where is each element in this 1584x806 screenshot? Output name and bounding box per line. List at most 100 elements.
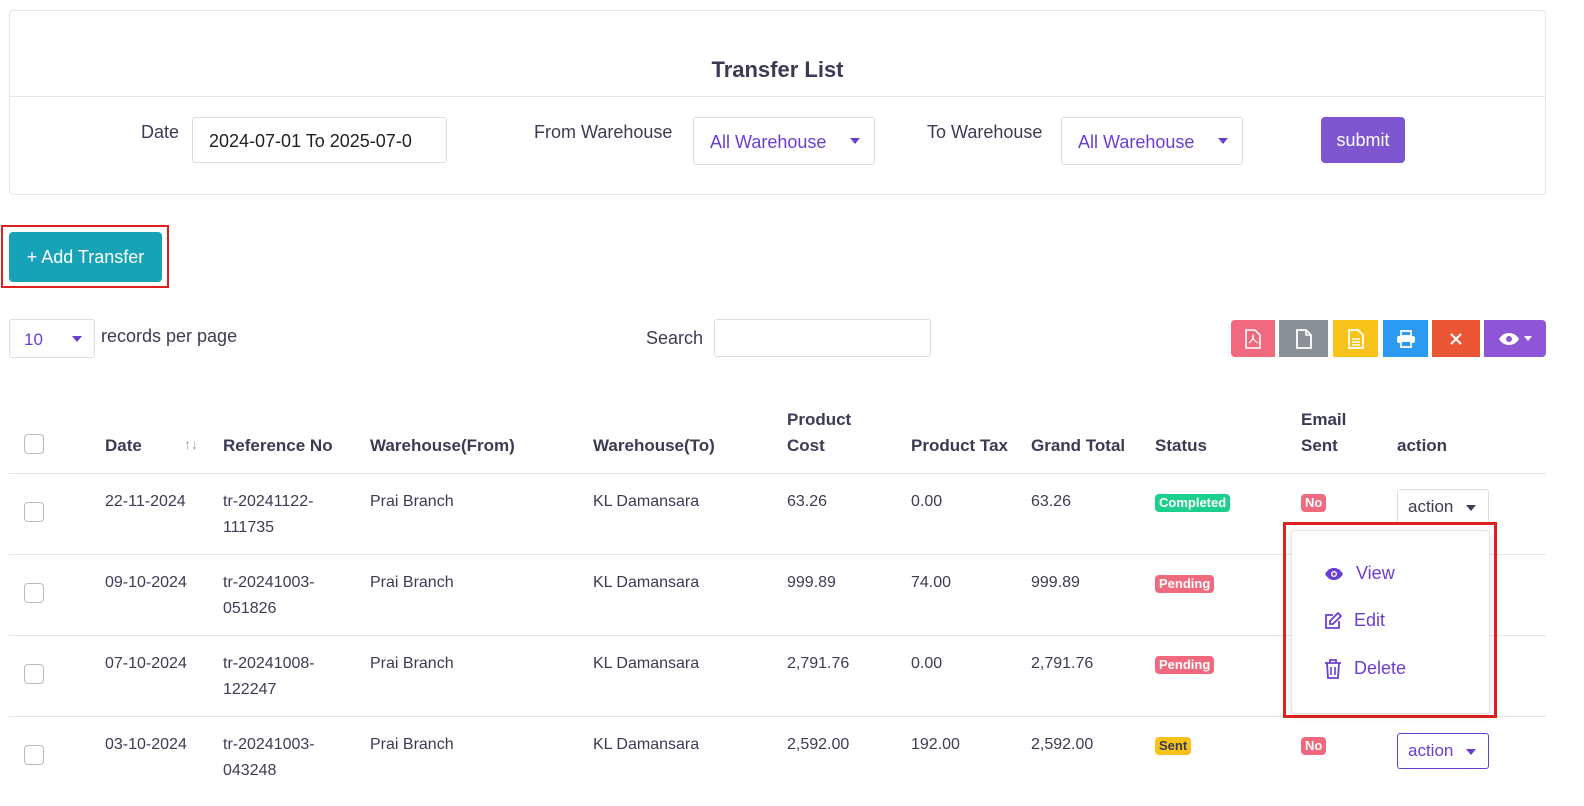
- trash-icon: [1325, 658, 1341, 679]
- row-reference: tr-20241003- 043248: [223, 732, 315, 784]
- row-grand-total: 2,592.00: [1031, 736, 1094, 753]
- row-product-tax: 192.00: [911, 736, 960, 753]
- table-row: 03-10-2024 tr-20241003- 043248 Prai Bran…: [0, 717, 1584, 806]
- header-action: action: [1397, 436, 1448, 455]
- edit-icon: [1325, 611, 1342, 629]
- add-transfer-button[interactable]: + Add Transfer: [9, 232, 162, 282]
- excel-icon: [1347, 328, 1364, 349]
- row-warehouse-to: KL Damansara: [593, 655, 700, 672]
- row-warehouse-from: Prai Branch: [370, 655, 454, 672]
- row-grand-total: 2,791.76: [1031, 655, 1094, 672]
- row-reference: tr-20241122- 111735: [223, 489, 313, 541]
- action-dropdown-button[interactable]: action: [1397, 733, 1489, 769]
- action-dropdown-label: action: [1408, 741, 1454, 760]
- header-product-cost[interactable]: Product Cost: [787, 407, 851, 459]
- menu-item-edit-label: Edit: [1354, 610, 1386, 630]
- header-date[interactable]: Date: [105, 436, 142, 455]
- row-checkbox[interactable]: [24, 583, 44, 603]
- status-badge: Completed: [1155, 494, 1231, 512]
- status-badge: Pending: [1155, 656, 1215, 674]
- from-warehouse-label: From Warehouse: [534, 122, 673, 142]
- row-divider: [9, 635, 1546, 636]
- header-product-cost-line2: Cost: [787, 436, 825, 455]
- delete-selected-button[interactable]: [1432, 320, 1480, 357]
- status-badge: Pending: [1155, 575, 1215, 593]
- header-warehouse-from[interactable]: Warehouse(From): [370, 436, 515, 455]
- search-input[interactable]: [714, 319, 931, 357]
- menu-item-delete[interactable]: Delete: [1324, 658, 1406, 679]
- delete-icon: [1450, 332, 1462, 345]
- header-email-sent[interactable]: Email Sent: [1301, 407, 1346, 459]
- records-per-page-select[interactable]: 10: [9, 319, 95, 358]
- email-sent-badge: No: [1301, 494, 1327, 512]
- to-warehouse-value: All Warehouse: [1078, 132, 1195, 152]
- row-date: 03-10-2024: [105, 736, 187, 753]
- row-product-cost: 2,791.76: [787, 655, 850, 672]
- table-row: 22-11-2024 tr-20241122- 111735 Prai Bran…: [0, 474, 1584, 554]
- add-transfer-highlight: [1, 225, 169, 288]
- from-warehouse-select[interactable]: All Warehouse: [693, 117, 875, 165]
- date-label: Date: [141, 122, 180, 142]
- row-checkbox[interactable]: [24, 664, 44, 684]
- chevron-down-icon: [1524, 336, 1532, 341]
- select-all-checkbox[interactable]: [24, 434, 44, 454]
- header-status[interactable]: Status: [1155, 436, 1207, 455]
- eye-icon: [1325, 567, 1343, 580]
- row-date: 22-11-2024: [105, 493, 186, 510]
- row-divider: [9, 716, 1546, 717]
- row-date: 07-10-2024: [105, 655, 187, 672]
- export-pdf-button[interactable]: [1231, 320, 1275, 357]
- row-reference-line2: 043248: [223, 762, 277, 779]
- export-csv-button[interactable]: [1279, 320, 1328, 357]
- row-reference-line1: tr-20241008-: [223, 655, 315, 672]
- email-sent-badge: No: [1301, 737, 1327, 755]
- header-email-sent-line1: Email: [1301, 410, 1347, 429]
- row-date: 09-10-2024: [105, 574, 187, 591]
- row-checkbox[interactable]: [24, 502, 44, 522]
- row-reference-line1: tr-20241003-: [223, 736, 315, 753]
- submit-button[interactable]: submit: [1321, 117, 1405, 163]
- chevron-down-icon: [1218, 138, 1228, 144]
- date-range-input[interactable]: 2024-07-01 To 2025-07-0: [192, 117, 447, 163]
- to-warehouse-select[interactable]: All Warehouse: [1061, 117, 1243, 165]
- header-product-tax[interactable]: Product Tax: [911, 436, 1008, 455]
- print-icon: [1396, 329, 1415, 348]
- column-visibility-button[interactable]: [1484, 320, 1546, 357]
- row-product-tax: 74.00: [911, 574, 952, 591]
- export-excel-button[interactable]: [1333, 320, 1378, 357]
- chevron-down-icon: [850, 138, 860, 144]
- header-product-cost-line1: Product: [787, 410, 852, 429]
- header-warehouse-to[interactable]: Warehouse(To): [593, 436, 715, 455]
- row-product-cost: 2,592.00: [787, 736, 850, 753]
- from-warehouse-value: All Warehouse: [710, 132, 827, 152]
- action-dropdown-button[interactable]: action: [1397, 489, 1489, 525]
- row-reference: tr-20241008- 122247: [223, 651, 315, 703]
- print-button[interactable]: [1383, 320, 1428, 357]
- csv-icon: [1295, 328, 1312, 349]
- menu-item-view[interactable]: View: [1324, 563, 1395, 584]
- filter-panel: Transfer List: [9, 10, 1546, 195]
- status-badge: Sent: [1155, 737, 1192, 755]
- row-checkbox[interactable]: [24, 745, 44, 765]
- action-menu-highlight: [1283, 522, 1497, 718]
- table-row: 09-10-2024 tr-20241003- 051826 Prai Bran…: [0, 555, 1584, 635]
- action-dropdown-label: action: [1408, 497, 1454, 516]
- row-divider: [9, 554, 1546, 555]
- header-reference[interactable]: Reference No: [223, 436, 333, 455]
- row-product-tax: 0.00: [911, 655, 943, 672]
- menu-item-delete-label: Delete: [1354, 658, 1407, 678]
- row-grand-total: 63.26: [1031, 493, 1072, 510]
- to-warehouse-label: To Warehouse: [927, 122, 1043, 142]
- header-grand-total[interactable]: Grand Total: [1031, 436, 1126, 455]
- table-row: 07-10-2024 tr-20241008- 122247 Prai Bran…: [0, 636, 1584, 716]
- menu-item-edit[interactable]: Edit: [1324, 610, 1385, 631]
- pdf-icon: [1245, 328, 1261, 349]
- records-per-page-label: records per page: [101, 326, 238, 346]
- menu-item-view-label: View: [1356, 563, 1395, 583]
- row-warehouse-to: KL Damansara: [593, 736, 700, 753]
- row-reference: tr-20241003- 051826: [223, 570, 315, 622]
- sort-icon[interactable]: ↑↓: [184, 436, 198, 452]
- chevron-down-icon: [1466, 505, 1476, 511]
- panel-divider: [10, 96, 1545, 97]
- row-warehouse-from: Prai Branch: [370, 736, 454, 753]
